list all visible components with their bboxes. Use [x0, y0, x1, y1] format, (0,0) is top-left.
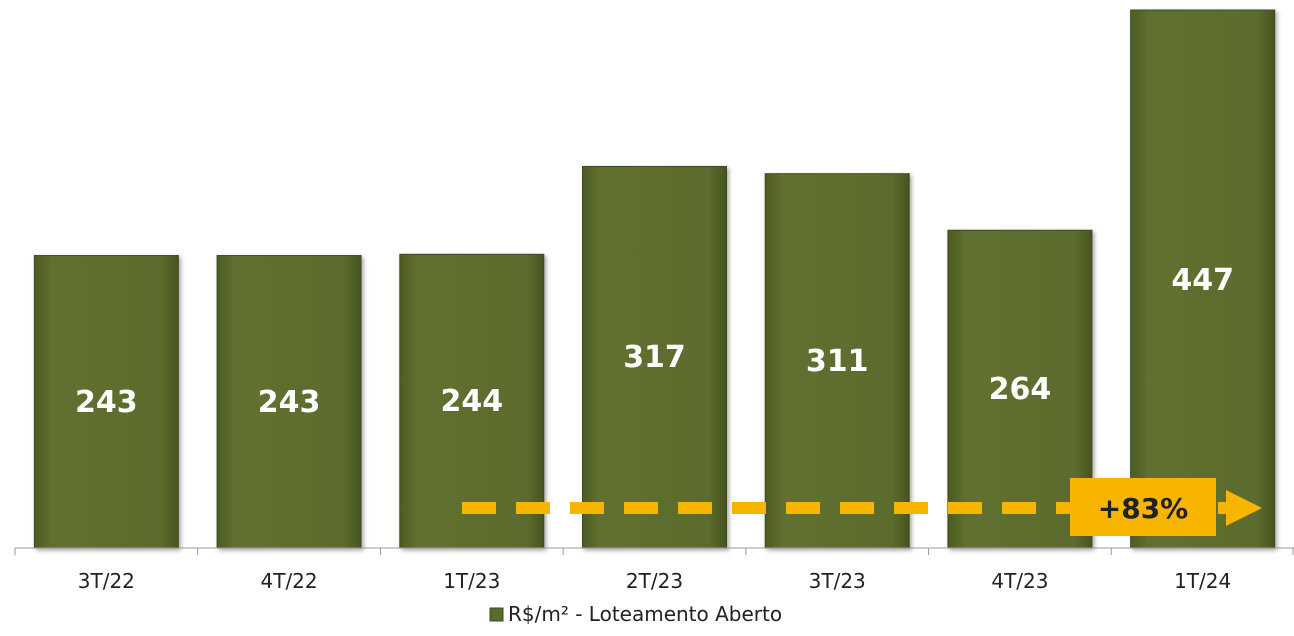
tick-label-1T/23: 1T/23: [443, 569, 500, 593]
tick-label-3T/23: 3T/23: [809, 569, 866, 593]
legend: R$/m² - Loteamento Aberto: [490, 602, 782, 626]
tick-label-2T/23: 2T/23: [626, 569, 683, 593]
growth-label: +83%: [1098, 492, 1188, 525]
tick-label-1T/24: 1T/24: [1174, 569, 1231, 593]
tick-label-3T/22: 3T/22: [78, 569, 135, 593]
x-axis: 3T/22 4T/22 1T/23 2T/23 3T/23 4T/23 1T/24: [15, 548, 1294, 593]
legend-swatch: [490, 608, 503, 621]
data-label-1T/24: 447: [1171, 263, 1234, 298]
data-label-4T/23: 264: [989, 372, 1052, 407]
data-label-3T/22: 243: [75, 385, 138, 420]
data-label-2T/23: 317: [623, 340, 686, 375]
tick-label-4T/22: 4T/22: [261, 569, 318, 593]
tick-label-4T/23: 4T/23: [991, 569, 1048, 593]
legend-label: R$/m² - Loteamento Aberto: [508, 602, 782, 626]
data-label-1T/23: 244: [440, 384, 503, 419]
bars: [34, 10, 1274, 548]
data-label-3T/23: 311: [806, 344, 869, 379]
data-label-4T/22: 243: [258, 385, 321, 420]
